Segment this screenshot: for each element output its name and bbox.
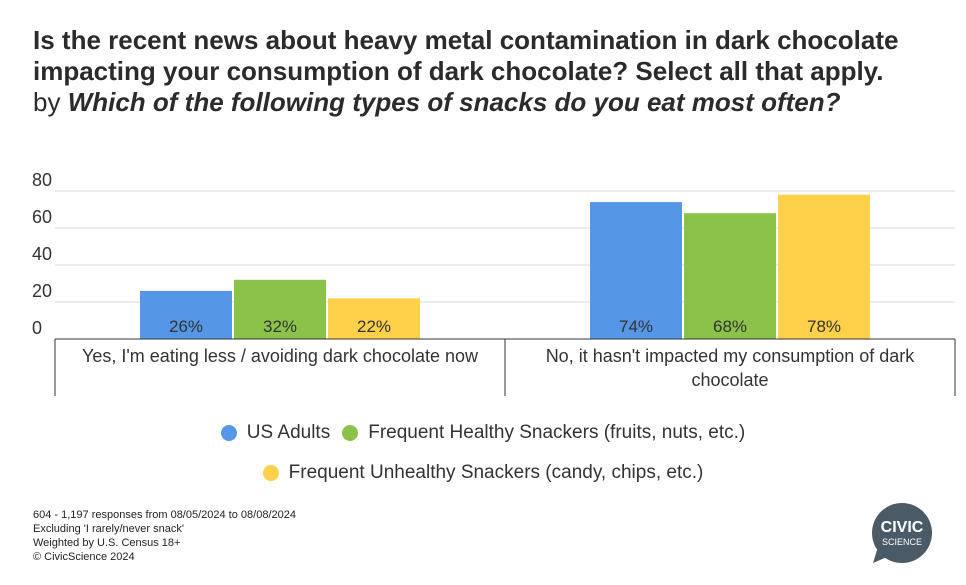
data-label-s1-c0: 32%	[263, 317, 297, 336]
bar-s2-c0	[328, 298, 420, 339]
bar-s0-c1	[590, 202, 682, 339]
bar-s1-c1	[684, 213, 776, 339]
footer-responses: 604 - 1,197 responses from 08/05/2024 to…	[33, 509, 296, 521]
legend-item-healthy-snackers: Frequent Healthy Snackers (fruits, nuts,…	[342, 422, 745, 444]
legend-item-unhealthy-snackers: Frequent Unhealthy Snackers (candy, chip…	[262, 462, 704, 484]
bar-chart: 0 20 40 60 80 26% 32% 22% Yes, I'm eating less /…	[32, 170, 956, 396]
data-label-s0-c0: 26%	[169, 317, 203, 336]
logo-badge	[872, 503, 932, 563]
logo-word-science: SCIENCE	[882, 537, 922, 547]
footer-weighting: Weighted by U.S. Census 18+	[33, 537, 181, 549]
logo-tail	[873, 550, 887, 563]
data-label-s2-c0: 22%	[357, 317, 391, 336]
y-tick-label-60: 60	[32, 207, 52, 227]
category-label-0-line-0: Yes, I'm eating less / avoiding dark cho…	[82, 346, 479, 366]
legend-label-unhealthy-snackers: Frequent Unhealthy Snackers (candy, chip…	[288, 462, 704, 483]
legend-swatch-unhealthy-snackers	[262, 465, 279, 481]
chart-title: Is the recent news about heavy metal con…	[33, 25, 953, 87]
legend-label-healthy-snackers: Frequent Healthy Snackers (fruits, nuts,…	[368, 422, 746, 443]
y-tick-label-80: 80	[32, 170, 52, 190]
title-line-1: Is the recent news about heavy metal con…	[33, 25, 899, 55]
legend-swatch-healthy-snackers	[342, 425, 359, 441]
legend-item-us-adults: US Adults	[220, 422, 331, 444]
y-tick-label-40: 40	[32, 244, 52, 264]
logo-word-civic: CIVIC	[881, 519, 924, 536]
subtitle-question: Which of the following types of snacks d…	[67, 87, 841, 117]
category-label-1-line-1: chocolate	[691, 370, 768, 390]
footer-copyright: © CivicScience 2024	[33, 551, 135, 563]
subtitle-by: by	[33, 87, 61, 117]
civicscience-logo: CIVIC SCIENCE	[872, 503, 932, 563]
legend-row-1: US Adults Frequent Healthy Snackers (fru…	[0, 422, 966, 444]
category-label-1-line-0: No, it hasn't impacted my consumption of…	[546, 346, 916, 366]
chart-subtitle: by Which of the following types of snack…	[33, 87, 953, 118]
title-line-2: impacting your consumption of dark choco…	[33, 56, 884, 86]
legend-swatch-us-adults	[220, 425, 237, 441]
bar-s2-c1	[778, 194, 870, 339]
y-tick-label-20: 20	[32, 281, 52, 301]
data-label-s1-c1: 68%	[713, 317, 747, 336]
data-label-s0-c1: 74%	[619, 317, 653, 336]
y-tick-label-0: 0	[32, 318, 42, 338]
data-label-s2-c1: 78%	[807, 317, 841, 336]
legend-label-us-adults: US Adults	[246, 422, 331, 443]
legend-row-2: Frequent Unhealthy Snackers (candy, chip…	[0, 462, 966, 484]
footer-exclusion: Excluding 'I rarely/never snack'	[33, 523, 184, 535]
footer-notes: 604 - 1,197 responses from 08/05/2024 to…	[33, 508, 296, 564]
bar-s1-c0	[234, 279, 326, 339]
bar-s0-c0	[140, 290, 232, 339]
